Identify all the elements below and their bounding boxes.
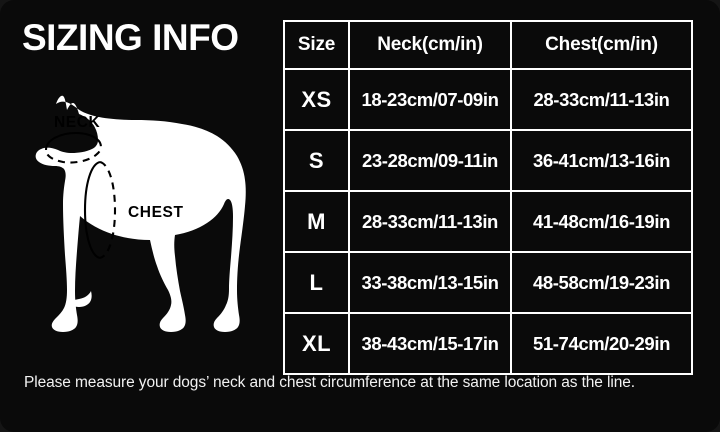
cell-chest: 36-41cm/13-16in (510, 129, 693, 192)
cell-size: XL (283, 312, 350, 375)
table-row: L 33-38cm/13-15in 48-58cm/19-23in (283, 251, 693, 314)
dog-body-shape (35, 95, 246, 332)
chest-label: CHEST (128, 204, 184, 221)
table-row: XL 38-43cm/15-17in 51-74cm/20-29in (283, 312, 693, 375)
cell-neck: 23-28cm/09-11in (348, 129, 512, 192)
cell-size: S (283, 129, 350, 192)
cell-chest: 48-58cm/19-23in (510, 251, 693, 314)
cell-neck: 38-43cm/15-17in (348, 312, 512, 375)
header-chest: Chest(cm/in) (510, 20, 693, 70)
table-row: S 23-28cm/09-11in 36-41cm/13-16in (283, 129, 693, 192)
table-row: XS 18-23cm/07-09in 28-33cm/11-13in (283, 68, 693, 131)
chest-measure-arc (83, 160, 101, 260)
page-title: SIZING INFO (22, 17, 239, 58)
cell-neck: 18-23cm/07-09in (348, 68, 512, 131)
header-size: Size (283, 20, 350, 70)
size-chart-table: Size Neck(cm/in) Chest(cm/in) XS 18-23cm… (283, 20, 693, 375)
neck-measure-dashed (44, 139, 102, 164)
table-row: M 28-33cm/11-13in 41-48cm/16-19in (283, 190, 693, 253)
cell-chest: 51-74cm/20-29in (510, 312, 693, 375)
cell-neck: 33-38cm/13-15in (348, 251, 512, 314)
neck-measure-arc (44, 131, 99, 151)
cell-size: M (283, 190, 350, 253)
cell-chest: 41-48cm/16-19in (510, 190, 693, 253)
cell-size: XS (283, 68, 350, 131)
cell-chest: 28-33cm/11-13in (510, 68, 693, 131)
header-neck: Neck(cm/in) (348, 20, 512, 70)
cell-neck: 28-33cm/11-13in (348, 190, 512, 253)
dog-silhouette-figure: NECK CHEST (12, 92, 274, 344)
cell-size: L (283, 251, 350, 314)
measurement-instruction-caption: Please measure your dogs’ neck and chest… (24, 374, 635, 391)
chest-measure-dashed (99, 160, 117, 260)
neck-label: NECK (54, 114, 101, 131)
table-header-row: Size Neck(cm/in) Chest(cm/in) (283, 20, 693, 70)
